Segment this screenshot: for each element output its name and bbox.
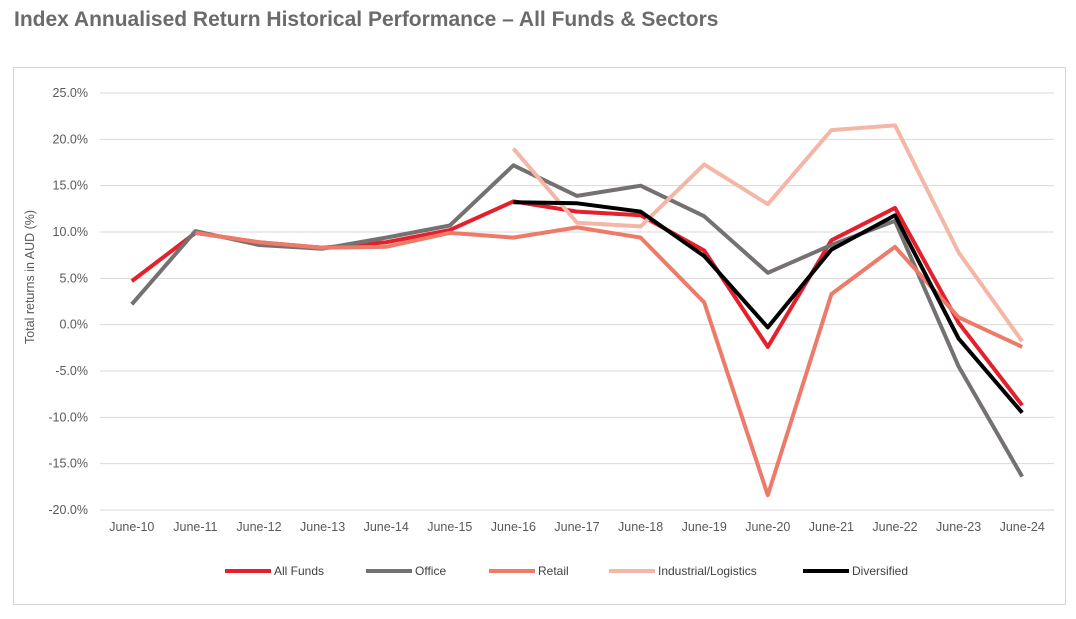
y-tick-label: 5.0% (60, 271, 89, 285)
legend-label-industrial-logistics: Industrial/Logistics (658, 564, 757, 578)
y-axis-title: Total returns in AUD (%) (23, 210, 37, 344)
legend-label-retail: Retail (538, 564, 569, 578)
x-tick-label: June-10 (109, 520, 154, 534)
legend-label-diversified: Diversified (852, 564, 908, 578)
y-tick-label: -5.0% (55, 364, 88, 378)
x-tick-label: June-22 (872, 520, 917, 534)
x-tick-label: June-23 (936, 520, 981, 534)
series-lines (130, 123, 1024, 498)
y-tick-label: -20.0% (48, 503, 88, 517)
x-tick-label: June-20 (745, 520, 790, 534)
legend-label-all-funds: All Funds (274, 564, 324, 578)
x-tick-label: June-17 (554, 520, 599, 534)
x-tick-label: June-19 (682, 520, 727, 534)
series-line-retail (195, 225, 1024, 498)
y-tick-label: 15.0% (53, 179, 88, 193)
chart-frame (13, 67, 1066, 605)
y-tick-label: -10.0% (48, 410, 88, 424)
gridlines (100, 92, 1054, 511)
y-tick-label: 0.0% (60, 318, 89, 332)
y-axis-ticks: 25.0% 20.0% 15.0% 10.0% 5.0% 0.0% -5.0% -10.0% -… (48, 86, 88, 517)
x-tick-label: June-21 (809, 520, 854, 534)
x-tick-label: June-18 (618, 520, 663, 534)
x-tick-label: June-16 (491, 520, 536, 534)
legend-label-office: Office (415, 564, 446, 578)
x-tick-label: June-12 (236, 520, 281, 534)
x-tick-label: June-14 (364, 520, 409, 534)
y-tick-label: 10.0% (53, 225, 88, 239)
y-tick-label: -15.0% (48, 457, 88, 471)
x-tick-label: June-24 (1000, 520, 1045, 534)
series-line-diversified (513, 200, 1024, 415)
series-line-industrial-logistics (511, 123, 1024, 343)
page-title: Index Annualised Return Historical Perfo… (14, 8, 719, 31)
x-tick-label: June-11 (173, 520, 217, 534)
x-tick-label: June-13 (300, 520, 345, 534)
x-tick-label: June-15 (427, 520, 472, 534)
x-axis-ticks: June-10 June-11 June-12 June-13 June-14 June-… (109, 520, 1045, 534)
y-tick-label: 25.0% (53, 86, 88, 100)
legend: All Funds Office Retail Industrial/Logistic… (225, 564, 908, 578)
y-tick-label: 20.0% (53, 132, 88, 146)
